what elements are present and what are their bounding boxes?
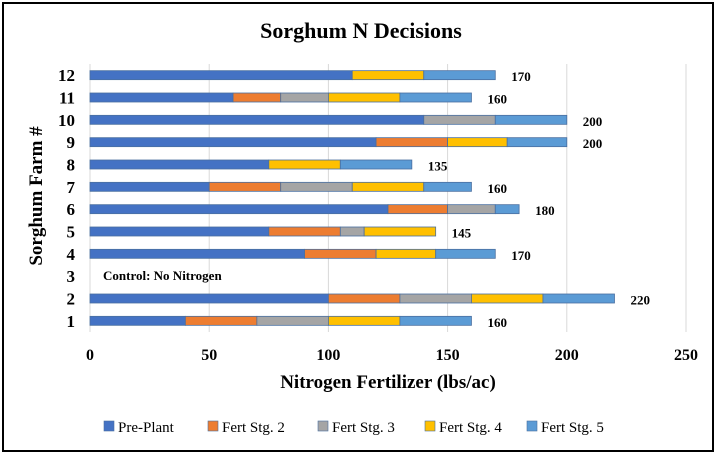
legend-swatch-fert-stg-2 (207, 420, 219, 432)
legend-label-fert-stg-4: Fert Stg. 4 (439, 420, 502, 436)
bar-farm-7-pre-plant (89, 181, 210, 192)
legend-swatch-pre-plant (103, 420, 115, 432)
bar-farm-11-pre-plant (89, 92, 234, 103)
bar-farm-10-pre-plant (89, 114, 425, 125)
bar-farm-7-fert-stg-4 (351, 181, 425, 192)
y-tick-label: 8 (67, 156, 76, 175)
bar-farm-4-fert-stg-2 (304, 248, 377, 259)
legend-label-fert-stg-5: Fert Stg. 5 (541, 420, 604, 436)
bar-farm-11-fert-stg-5 (399, 92, 472, 103)
y-tick-label: 1 (67, 312, 76, 331)
bar-farm-1-fert-stg-2 (184, 315, 258, 326)
y-tick-label: 3 (67, 267, 76, 286)
bar-farm-2-fert-stg-4 (471, 293, 544, 304)
bar-farm-6-fert-stg-3 (447, 204, 496, 215)
bar-farm-8-pre-plant (89, 159, 270, 170)
bar-farm-7-fert-stg-3 (280, 181, 353, 192)
y-tick-label: 4 (67, 245, 76, 264)
y-tick-label: 5 (67, 223, 76, 242)
bar-farm-9-fert-stg-5 (506, 137, 568, 148)
bars (89, 70, 615, 326)
legend: Pre-Plant Fert Stg. 2 Fert Stg. 3 Fert Stg.… (103, 420, 604, 436)
total-label: 160 (487, 181, 507, 196)
bar-farm-1-fert-stg-5 (399, 315, 472, 326)
total-label: 160 (487, 315, 507, 330)
y-tick-label: 10 (58, 111, 75, 130)
bar-farm-5-pre-plant (89, 226, 270, 237)
x-tick-label: 200 (555, 347, 579, 364)
x-tick-label: 0 (86, 347, 94, 364)
x-tick-label: 100 (316, 347, 340, 364)
bar-farm-9-pre-plant (89, 137, 377, 148)
x-tick-label: 50 (201, 347, 217, 364)
bar-farm-4-pre-plant (89, 248, 305, 259)
x-tick-label: 150 (436, 347, 460, 364)
control-annotation: Control: No Nitrogen (103, 268, 222, 283)
y-tick-label: 2 (67, 290, 76, 309)
bar-farm-7-fert-stg-2 (208, 181, 282, 192)
total-label: 135 (428, 159, 448, 174)
bar-farm-4-fert-stg-4 (375, 248, 437, 259)
legend-swatch-fert-stg-3 (317, 420, 329, 432)
bar-farm-11-fert-stg-4 (327, 92, 401, 103)
y-tick-label: 6 (67, 200, 76, 219)
bar-farm-5-fert-stg-4 (363, 226, 437, 237)
x-tick-label: 250 (674, 347, 698, 364)
legend-swatch-fert-stg-4 (424, 420, 436, 432)
bar-farm-8-fert-stg-4 (268, 159, 341, 170)
bar-farm-10-fert-stg-5 (494, 114, 568, 125)
labels: 0 50 100 150 200 250 1 160 2 220 3 4 170 5 145 6 180 7 160… (58, 66, 698, 364)
bar-farm-1-pre-plant (89, 315, 186, 326)
bar-farm-6-fert-stg-2 (387, 204, 448, 215)
bar-farm-9-fert-stg-4 (447, 137, 508, 148)
bar-farm-8-fert-stg-5 (339, 159, 413, 170)
y-tick-label: 9 (67, 133, 76, 152)
bar-farm-2-fert-stg-2 (327, 293, 401, 304)
legend-swatch-fert-stg-5 (526, 420, 538, 432)
legend-label-pre-plant: Pre-Plant (118, 420, 175, 436)
bar-farm-1-fert-stg-3 (256, 315, 329, 326)
bar-farm-11-fert-stg-3 (280, 92, 329, 103)
y-tick-label: 11 (59, 89, 75, 108)
gridlines (89, 64, 687, 332)
y-axis-title: Sorghum Farm # (26, 126, 47, 266)
total-label: 170 (511, 69, 531, 84)
bar-farm-6-pre-plant (89, 204, 389, 215)
bar-farm-6-fert-stg-5 (494, 204, 520, 215)
total-label: 200 (583, 114, 603, 129)
bar-farm-12-fert-stg-5 (423, 70, 496, 81)
chart-title: Sorghum N Decisions (260, 18, 462, 43)
bar-farm-9-fert-stg-2 (375, 137, 448, 148)
y-tick-label: 12 (58, 66, 75, 85)
bar-farm-4-fert-stg-5 (435, 248, 496, 259)
total-label: 180 (535, 203, 555, 218)
total-label: 170 (511, 248, 531, 263)
total-label: 160 (487, 92, 507, 107)
total-label: 200 (583, 136, 603, 151)
bar-farm-7-fert-stg-5 (423, 181, 472, 192)
bar-farm-12-fert-stg-4 (351, 70, 425, 81)
total-label: 145 (452, 226, 472, 241)
bar-farm-10-fert-stg-3 (423, 114, 496, 125)
bar-farm-5-fert-stg-3 (339, 226, 365, 237)
y-tick-label: 7 (67, 178, 76, 197)
bar-farm-5-fert-stg-2 (268, 226, 341, 237)
legend-label-fert-stg-3: Fert Stg. 3 (332, 420, 395, 436)
x-axis-title: Nitrogen Fertilizer (lbs/ac) (280, 372, 496, 393)
bar-farm-2-pre-plant (89, 293, 329, 304)
legend-label-fert-stg-2: Fert Stg. 2 (222, 420, 285, 436)
bar-farm-11-fert-stg-2 (232, 92, 282, 103)
bar-farm-1-fert-stg-4 (327, 315, 401, 326)
bar-farm-2-fert-stg-3 (399, 293, 472, 304)
bar-farm-2-fert-stg-5 (542, 293, 615, 304)
total-label: 220 (630, 293, 650, 308)
bar-farm-12-pre-plant (89, 70, 353, 81)
